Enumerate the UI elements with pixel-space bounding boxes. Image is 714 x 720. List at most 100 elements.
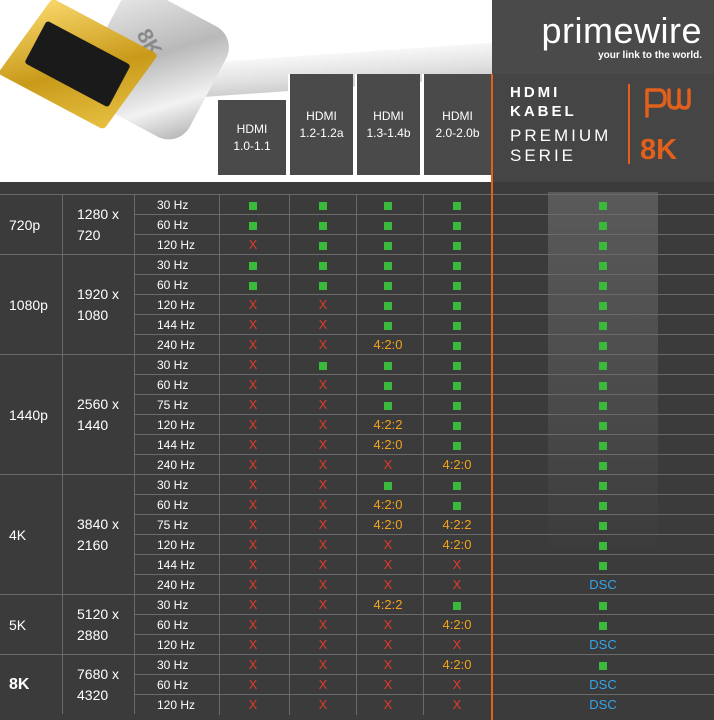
- column-divider: [356, 355, 357, 375]
- table-row: 240 Hz X X X 4:2:0: [134, 454, 714, 475]
- supported-marker: [427, 316, 487, 334]
- column-divider: [356, 595, 357, 615]
- unsupported-marker: X: [248, 537, 258, 552]
- unsupported-marker: X: [248, 637, 258, 652]
- unsupported-marker: X: [383, 577, 393, 592]
- refresh-rate: 120 Hz: [157, 538, 196, 552]
- column-divider: [423, 275, 424, 295]
- table-row: 120 Hz X X 4:2:2: [134, 414, 714, 435]
- compatibility-cell: X: [293, 536, 353, 554]
- unsupported-marker: X: [318, 337, 328, 352]
- check-square-icon: [599, 401, 607, 410]
- check-square-icon: [453, 361, 461, 370]
- unsupported-marker: X: [383, 617, 393, 632]
- column-divider: [423, 255, 424, 275]
- compatibility-cell: X: [223, 616, 283, 634]
- version-header-range: 1.2-1.2a: [299, 125, 344, 140]
- unsupported-marker: X: [452, 697, 462, 712]
- compatibility-cell: X: [223, 376, 283, 394]
- refresh-rate: 75 Hz: [157, 518, 189, 532]
- column-divider: [289, 615, 290, 635]
- column-divider: [219, 655, 220, 675]
- column-divider: [356, 195, 357, 215]
- supported-marker: [573, 376, 633, 394]
- chroma-subsampling-marker: 4:2:0: [373, 437, 403, 452]
- compatibility-cell: X: [358, 676, 418, 694]
- column-divider: [356, 315, 357, 335]
- unsupported-marker: X: [248, 357, 258, 372]
- compatibility-cell: X: [293, 436, 353, 454]
- table-row: 30 Hz X: [134, 354, 714, 375]
- column-divider: [423, 435, 424, 455]
- check-square-icon: [384, 381, 392, 390]
- table-row: 60 Hz X X X 4:2:0: [134, 614, 714, 635]
- column-divider: [423, 635, 424, 655]
- column-divider: [219, 455, 220, 475]
- check-square-icon: [599, 281, 607, 290]
- supported-marker: [223, 196, 283, 214]
- compatibility-cell: X: [293, 496, 353, 514]
- check-square-icon: [453, 301, 461, 310]
- compatibility-cell: X: [293, 476, 353, 494]
- unsupported-marker: X: [248, 517, 258, 532]
- compatibility-cell: X: [293, 676, 353, 694]
- unsupported-marker: X: [248, 477, 258, 492]
- compatibility-cell: X: [223, 356, 283, 374]
- unsupported-marker: X: [248, 437, 258, 452]
- version-header-3: HDMI 1.3-1.4b: [355, 74, 420, 175]
- column-divider: [356, 455, 357, 475]
- check-square-icon: [249, 221, 257, 230]
- supported-marker: [293, 216, 353, 234]
- compatibility-cell: X: [358, 656, 418, 674]
- supported-marker: [358, 356, 418, 374]
- unsupported-marker: X: [318, 537, 328, 552]
- compatibility-cell: 4:2:0: [358, 496, 418, 514]
- supported-marker: [573, 616, 633, 634]
- column-divider: [289, 455, 290, 475]
- column-divider: [356, 535, 357, 555]
- resolution-label: 8K: [0, 654, 62, 714]
- check-square-icon: [453, 261, 461, 270]
- column-divider: [219, 295, 220, 315]
- compatibility-cell: X: [358, 536, 418, 554]
- chroma-subsampling-marker: 4:2:0: [373, 337, 403, 352]
- compatibility-cell: X: [223, 336, 283, 354]
- check-square-icon: [599, 361, 607, 370]
- column-divider: [423, 555, 424, 575]
- premium-line-4: SERIE: [510, 146, 577, 165]
- refresh-rate: 60 Hz: [157, 218, 189, 232]
- column-divider: [289, 395, 290, 415]
- premium-panel: [492, 74, 714, 182]
- unsupported-marker: X: [248, 597, 258, 612]
- check-square-icon: [453, 281, 461, 290]
- supported-marker: [573, 596, 633, 614]
- compatibility-cell: X: [427, 696, 487, 714]
- column-divider: [219, 395, 220, 415]
- column-divider: [356, 495, 357, 515]
- column-divider: [423, 575, 424, 595]
- check-square-icon: [453, 501, 461, 510]
- supported-marker: [427, 276, 487, 294]
- chroma-subsampling-marker: 4:2:2: [442, 517, 472, 532]
- supported-marker: [573, 276, 633, 294]
- check-square-icon: [453, 401, 461, 410]
- column-divider: [289, 295, 290, 315]
- column-divider: [289, 495, 290, 515]
- resolution-dimensions: 7680 x 4320: [62, 654, 134, 714]
- version-header-label: HDMI: [306, 108, 337, 123]
- supported-marker: [358, 256, 418, 274]
- column-divider: [423, 235, 424, 255]
- supported-marker: [427, 296, 487, 314]
- column-divider: [219, 335, 220, 355]
- compatibility-cell: X: [427, 576, 487, 594]
- refresh-rate: 75 Hz: [157, 398, 189, 412]
- column-divider: [289, 435, 290, 455]
- column-divider: [289, 255, 290, 275]
- refresh-rate: 30 Hz: [157, 658, 189, 672]
- unsupported-marker: X: [248, 557, 258, 572]
- check-square-icon: [599, 241, 607, 250]
- chroma-subsampling-marker: 4:2:0: [373, 497, 403, 512]
- unsupported-marker: X: [318, 697, 328, 712]
- column-divider: [289, 575, 290, 595]
- check-square-icon: [453, 381, 461, 390]
